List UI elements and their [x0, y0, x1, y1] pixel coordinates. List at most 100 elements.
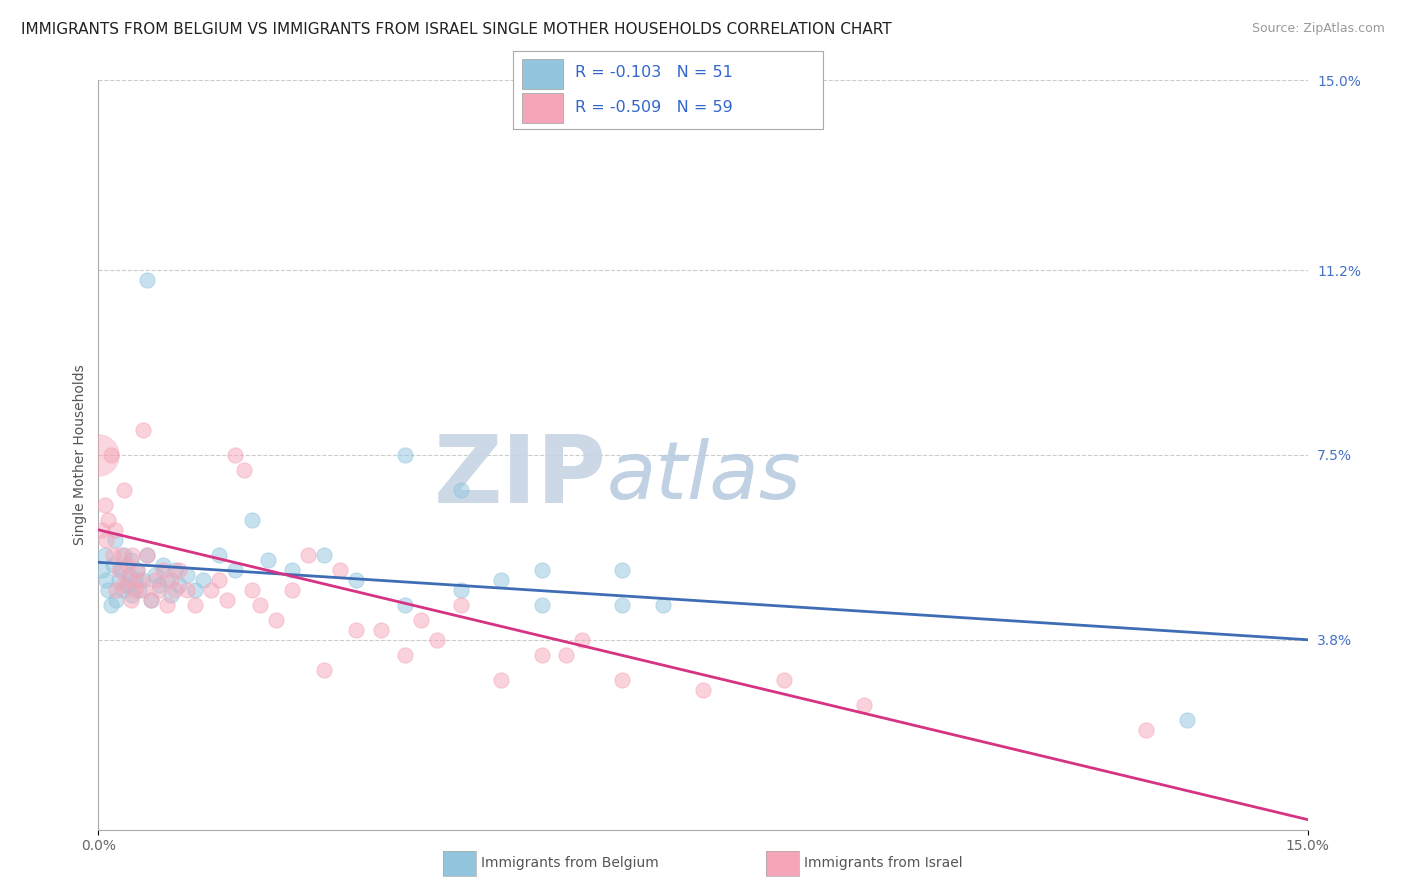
Point — [107, 563, 129, 577]
Text: Source: ZipAtlas.com: Source: ZipAtlas.com — [1251, 22, 1385, 36]
Point — [94, 548, 117, 562]
Point — [200, 582, 222, 597]
Point — [232, 463, 254, 477]
Point — [612, 598, 634, 612]
Point — [127, 563, 149, 577]
Point — [491, 673, 513, 687]
Point — [208, 548, 231, 562]
Point — [143, 567, 166, 582]
Point — [87, 448, 110, 462]
Point — [120, 592, 142, 607]
Point — [96, 533, 118, 547]
Point — [426, 632, 449, 647]
Text: R = -0.103   N = 51: R = -0.103 N = 51 — [575, 65, 733, 80]
Point — [344, 573, 367, 587]
Point — [105, 592, 128, 607]
Y-axis label: Single Mother Households: Single Mother Households — [73, 365, 87, 545]
Point — [115, 558, 138, 572]
Point — [163, 563, 186, 577]
Point — [530, 598, 553, 612]
Point — [121, 588, 143, 602]
Point — [103, 533, 125, 547]
Point — [314, 663, 336, 677]
Point — [91, 523, 114, 537]
Point — [101, 548, 124, 562]
Text: IMMIGRANTS FROM BELGIUM VS IMMIGRANTS FROM ISRAEL SINGLE MOTHER HOUSEHOLDS CORRE: IMMIGRANTS FROM BELGIUM VS IMMIGRANTS FR… — [21, 22, 891, 37]
Point — [571, 632, 593, 647]
Point — [124, 582, 146, 597]
Point — [167, 563, 190, 577]
Point — [217, 592, 239, 607]
Point — [344, 623, 367, 637]
Point — [135, 548, 157, 562]
Point — [314, 548, 336, 562]
Point — [1175, 713, 1198, 727]
Point — [132, 582, 155, 597]
Text: ZIP: ZIP — [433, 432, 606, 524]
Point — [612, 563, 634, 577]
Point — [121, 548, 143, 562]
Point — [692, 682, 714, 697]
Point — [100, 598, 122, 612]
Point — [281, 563, 304, 577]
Point — [394, 448, 416, 462]
Point — [111, 582, 134, 597]
Point — [152, 558, 174, 572]
Point — [107, 573, 129, 587]
Point — [256, 553, 278, 567]
Point — [409, 613, 432, 627]
Point — [853, 698, 876, 712]
Point — [132, 573, 155, 587]
Bar — [523, 94, 562, 123]
Point — [101, 558, 124, 572]
Point — [329, 563, 352, 577]
Point — [167, 578, 190, 592]
Point — [110, 563, 132, 577]
Point — [94, 498, 117, 512]
Point — [115, 578, 138, 592]
Text: atlas: atlas — [606, 438, 801, 516]
Text: R = -0.509   N = 59: R = -0.509 N = 59 — [575, 100, 733, 115]
Point — [224, 563, 246, 577]
Point — [249, 598, 271, 612]
Point — [394, 598, 416, 612]
Point — [118, 573, 141, 587]
Point — [135, 548, 157, 562]
Point — [112, 548, 135, 562]
Point — [394, 648, 416, 662]
Point — [555, 648, 578, 662]
Point — [127, 563, 149, 577]
Point — [612, 673, 634, 687]
Point — [156, 573, 179, 587]
Point — [132, 423, 155, 437]
Point — [193, 573, 215, 587]
Point — [120, 553, 142, 567]
Point — [156, 598, 179, 612]
Point — [152, 563, 174, 577]
Point — [240, 513, 263, 527]
Point — [491, 573, 513, 587]
Point — [160, 573, 183, 587]
Point — [128, 582, 150, 597]
Point — [176, 582, 198, 597]
Point — [143, 573, 166, 587]
Point — [163, 582, 186, 597]
Point — [139, 592, 162, 607]
Point — [91, 563, 114, 577]
Point — [224, 448, 246, 462]
Point — [128, 573, 150, 587]
Point — [297, 548, 319, 562]
Point — [139, 592, 162, 607]
Point — [118, 567, 141, 582]
Point — [105, 582, 128, 597]
Point — [450, 483, 472, 497]
Point — [112, 483, 135, 497]
Point — [103, 523, 125, 537]
Point — [530, 563, 553, 577]
Text: Immigrants from Belgium: Immigrants from Belgium — [481, 856, 658, 871]
Point — [281, 582, 304, 597]
Point — [160, 588, 183, 602]
Point — [148, 582, 170, 597]
Point — [450, 598, 472, 612]
Point — [97, 513, 120, 527]
